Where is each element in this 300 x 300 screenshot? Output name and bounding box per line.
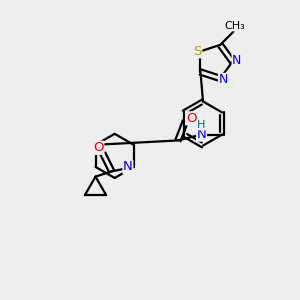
Text: N: N xyxy=(232,54,242,67)
Text: N: N xyxy=(123,160,133,173)
Text: O: O xyxy=(93,141,104,154)
Text: N: N xyxy=(218,74,228,86)
Text: H: H xyxy=(197,120,206,130)
Text: O: O xyxy=(186,112,196,125)
Text: S: S xyxy=(194,45,202,58)
Text: N: N xyxy=(196,128,206,141)
Text: CH₃: CH₃ xyxy=(225,21,245,31)
